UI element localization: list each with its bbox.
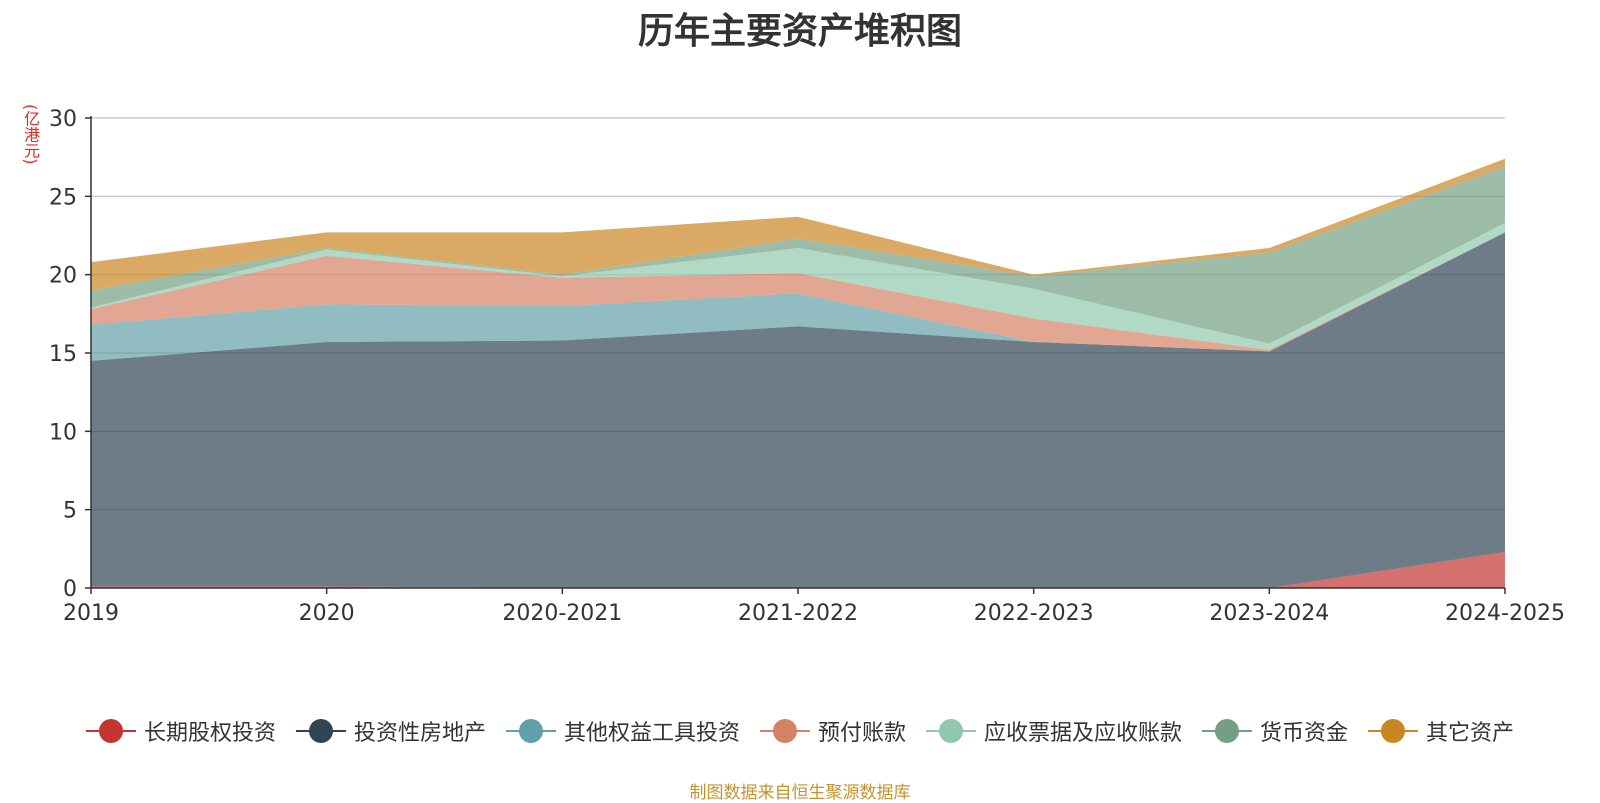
y-tick-label-0: 0 — [63, 577, 77, 602]
legend-label: 其它资产 — [1426, 721, 1515, 746]
y-tick-label-5: 5 — [63, 499, 77, 524]
legend-label: 长期股权投资 — [143, 721, 276, 746]
x-tick-label-2: 2020-2021 — [502, 601, 622, 626]
legend-swatch-icon — [85, 719, 136, 743]
y-tick-label-30: 30 — [49, 107, 77, 132]
area-series-1 — [91, 232, 1505, 588]
area-series-6 — [91, 158, 1505, 291]
legend-item-3[interactable]: 预付账款 — [759, 715, 906, 747]
chart-title: 历年主要资产堆积图 — [637, 11, 962, 52]
y-tick-label-15: 15 — [49, 342, 77, 367]
x-tick-label-1: 2020 — [299, 601, 355, 626]
y-axis-unit-label: (亿港元) — [21, 104, 40, 165]
stacked-area-plot: 0 5 10 15 20 25 30 2019 2020 2020-2021 2021-2022 20… — [49, 107, 1565, 626]
legend-swatch-icon — [1202, 719, 1253, 743]
area-series-0 — [91, 551, 1505, 588]
legend-label: 预付账款 — [817, 721, 906, 746]
x-tick-label-4: 2022-2023 — [974, 601, 1094, 626]
legend-item-0[interactable]: 长期股权投资 — [85, 715, 276, 747]
legend-item-5[interactable]: 货币资金 — [1202, 715, 1348, 747]
axis-layer: 0 5 10 15 20 25 30 2019 2020 2020-2021 2021-2022 20… — [49, 107, 1565, 626]
source-note: 制图数据来自恒生聚源数据库 — [689, 783, 911, 803]
area-series-4 — [91, 222, 1505, 350]
legend-label: 应收票据及应收账款 — [984, 721, 1183, 746]
area-series-3 — [91, 232, 1505, 352]
legend-swatch-icon — [505, 719, 556, 743]
y-tick-label-10: 10 — [49, 420, 77, 445]
legend-item-2[interactable]: 其他权益工具投资 — [505, 715, 740, 747]
area-layer — [91, 158, 1505, 588]
legend: 长期股权投资 投资性房地产 其他权益工具投资 预付账款 应收票据及应收账款 货币资金 其它资… — [0, 715, 1600, 747]
legend-item-6[interactable]: 其它资产 — [1368, 715, 1514, 747]
x-tick-label-5: 2023-2024 — [1209, 601, 1329, 626]
y-tick-label-25: 25 — [49, 185, 77, 210]
legend-label: 货币资金 — [1260, 721, 1349, 746]
legend-label: 投资性房地产 — [353, 721, 486, 746]
x-tick-label-6: 2024-2025 — [1445, 601, 1565, 626]
area-series-5 — [91, 166, 1505, 344]
legend-swatch-icon — [1368, 719, 1419, 743]
x-tick-label-0: 2019 — [63, 601, 119, 626]
legend-swatch-icon — [759, 719, 810, 743]
legend-item-1[interactable]: 投资性房地产 — [295, 715, 486, 747]
x-tick-label-3: 2021-2022 — [738, 601, 858, 626]
legend-swatch-icon — [295, 719, 346, 743]
legend-item-4[interactable]: 应收票据及应收账款 — [926, 715, 1182, 747]
area-series-2 — [91, 232, 1505, 361]
legend-swatch-icon — [926, 719, 976, 743]
y-tick-label-20: 20 — [49, 264, 77, 289]
legend-label: 其他权益工具投资 — [563, 721, 740, 746]
